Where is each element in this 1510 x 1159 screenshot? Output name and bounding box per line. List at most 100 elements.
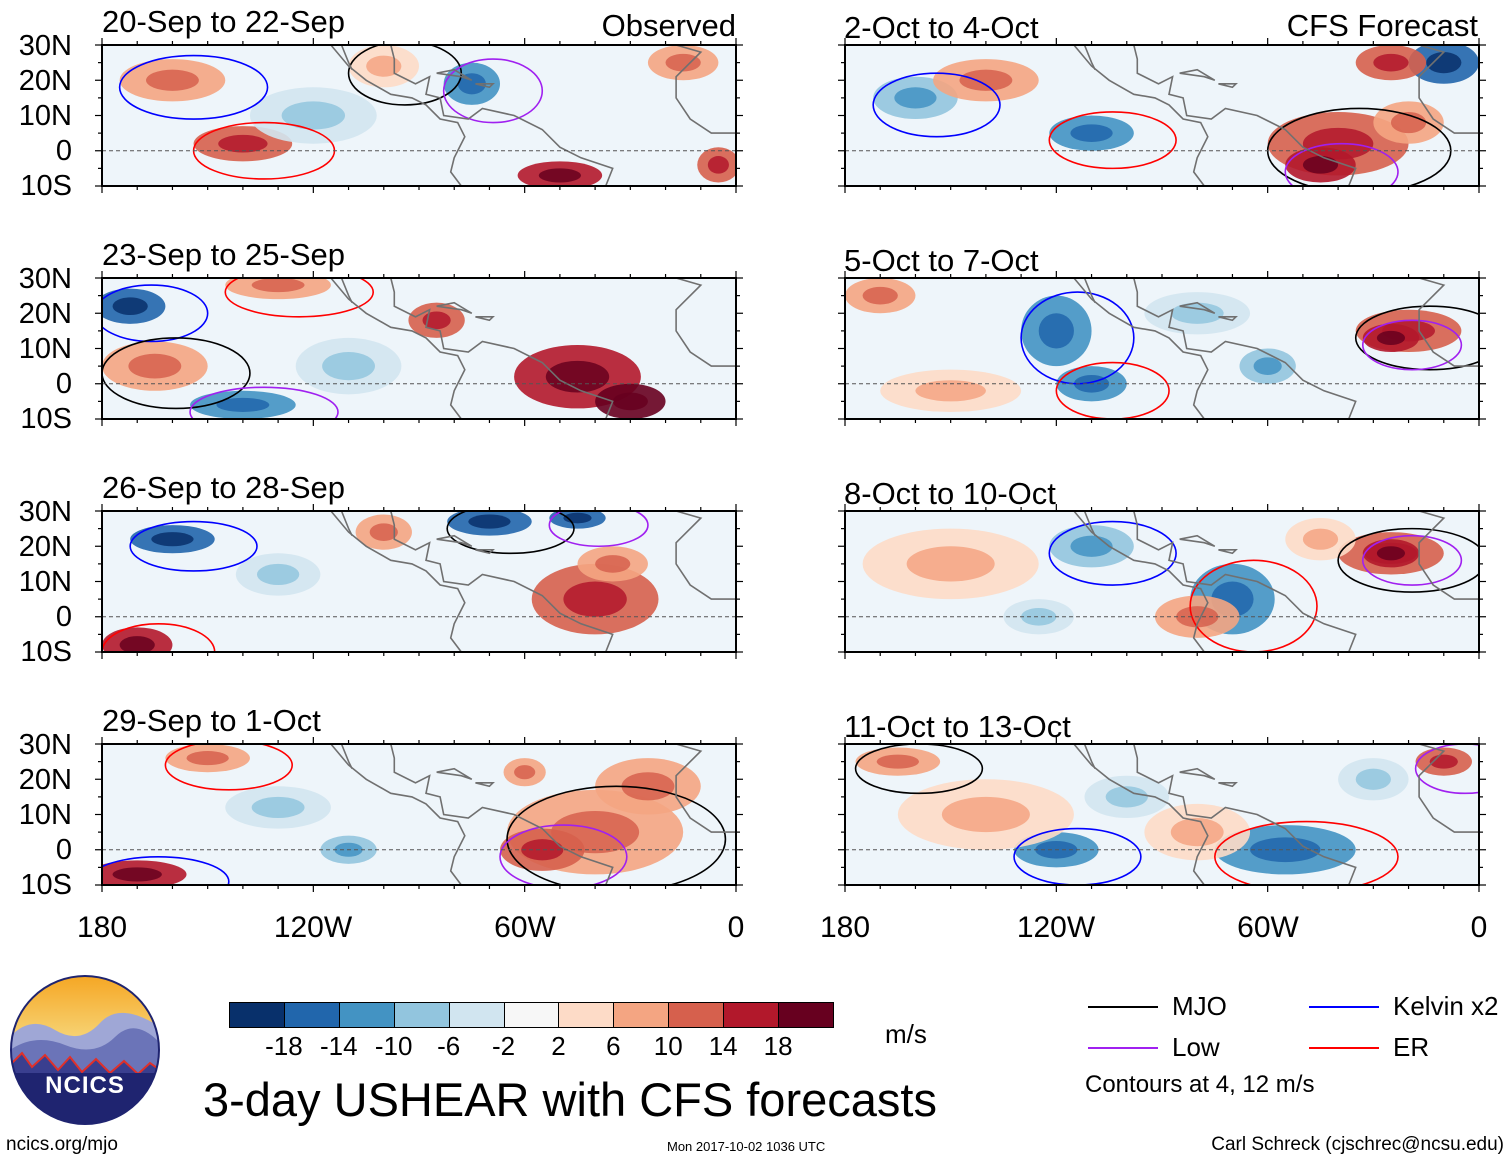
colorbar-tick-label: -18 <box>265 1031 303 1061</box>
lon-label-180-left: 180 <box>76 911 128 944</box>
coastline <box>1218 83 1238 89</box>
shear-anomaly-core <box>468 514 511 529</box>
shear-anomaly-core <box>112 867 162 882</box>
coastline <box>1083 744 1096 770</box>
panel-title-fcst-4: 11-Oct to 13-Oct <box>844 709 1071 744</box>
shear-anomaly-core <box>595 555 631 573</box>
colorbar-box <box>558 1002 615 1028</box>
footer-url: ncics.org/mjo <box>6 1134 118 1155</box>
shear-anomaly-core <box>876 754 919 769</box>
wave-contour <box>499 824 628 885</box>
coastline <box>1056 744 1209 885</box>
map-panel-obs-3 <box>95 504 743 659</box>
wave-contour <box>872 72 1001 138</box>
footer-timestamp: Mon 2017-10-02 1036 UTC <box>667 1139 826 1154</box>
colorbar-tick-label: -6 <box>437 1031 461 1061</box>
lon-label-0-right: 0 <box>1470 911 1488 944</box>
coastline <box>1218 316 1238 322</box>
shear-anomaly-core <box>621 772 675 801</box>
lat-label-eq: 0 <box>55 834 72 866</box>
coastline <box>1133 511 1357 652</box>
axis-ticks <box>838 504 1486 659</box>
shear-anomaly-core <box>563 581 627 617</box>
coastline <box>340 744 353 770</box>
coastline <box>475 83 495 89</box>
logo-text: NCICS <box>45 1072 125 1099</box>
wave-contour <box>118 54 269 120</box>
coastline <box>1179 68 1216 82</box>
colorbar-box <box>778 1002 834 1028</box>
wave-contour <box>506 785 727 885</box>
wave-contour <box>854 744 984 795</box>
legend-label-low: Low <box>1172 1032 1220 1062</box>
lat-label-20n: 20N <box>18 298 72 330</box>
map-panel-fcst-4 <box>838 737 1486 892</box>
colorbar-box <box>668 1002 725 1028</box>
shear-anomaly-core <box>1070 535 1113 557</box>
shear-anomaly-core <box>612 392 648 411</box>
map-panel-fcst-3 <box>838 504 1486 659</box>
axis-ticks <box>95 504 743 659</box>
shear-anomaly-core <box>251 278 305 293</box>
lat-label-10n: 10N <box>18 100 72 132</box>
colorbar-tick-label: 2 <box>551 1031 566 1061</box>
lat-label-20n: 20N <box>18 65 72 97</box>
coastline <box>1418 45 1479 134</box>
shear-anomaly-core <box>1253 357 1282 375</box>
legend-line-er <box>1309 1046 1379 1049</box>
shear-anomaly-core <box>862 286 898 305</box>
lat-label-10s: 10S <box>20 170 72 202</box>
coastline <box>313 511 466 652</box>
shear-anomaly-core <box>112 297 148 316</box>
wave-contour <box>1214 820 1399 885</box>
panel-title-obs-2: 23-Sep to 25-Sep <box>102 237 346 272</box>
colorbar-tick-label: -10 <box>374 1031 413 1061</box>
panel-title-obs-3: 26-Sep to 28-Sep <box>102 470 346 505</box>
shear-anomaly-core <box>1355 768 1391 790</box>
shear-anomaly-core <box>1038 313 1074 349</box>
lat-label-10n: 10N <box>18 566 72 598</box>
wave-contour <box>102 284 209 343</box>
shear-anomaly-core <box>894 87 937 109</box>
panel-title-fcst-2: 5-Oct to 7-Oct <box>844 243 1039 278</box>
shear-anomaly-core <box>665 53 701 72</box>
axis-ticks <box>95 737 743 892</box>
forecast-column-title: CFS Forecast <box>1286 8 1478 43</box>
shear-anomaly-core <box>915 380 986 402</box>
lat-label-eq: 0 <box>55 135 72 167</box>
colorbar-tick-label: 6 <box>606 1031 621 1061</box>
shear-anomaly-core <box>369 523 398 541</box>
coastline <box>1056 278 1209 419</box>
coastline <box>436 767 473 781</box>
wave-contour <box>1354 305 1479 371</box>
coastline <box>475 316 495 322</box>
panel-title-fcst-3: 8-Oct to 10-Oct <box>844 476 1056 511</box>
ncics-logo: NCICS <box>10 975 160 1125</box>
map-panel-fcst-2 <box>838 271 1486 426</box>
shear-anomaly-core <box>545 360 610 393</box>
lat-label-20n: 20N <box>18 764 72 796</box>
wave-contour <box>1337 527 1479 593</box>
colorbar-box <box>613 1002 670 1028</box>
shear-anomaly-core <box>119 636 155 652</box>
coastline <box>1133 45 1357 186</box>
lat-label-10n: 10N <box>18 799 72 831</box>
shear-anomaly-core <box>422 311 451 330</box>
colorbar-tick-label: -2 <box>491 1031 516 1061</box>
lat-label-eq: 0 <box>55 601 72 633</box>
wave-contour <box>164 744 293 791</box>
coastline <box>675 511 736 600</box>
shear-anomaly-core <box>1376 330 1406 345</box>
colorbar-tick-label: 18 <box>763 1031 793 1061</box>
wave-contour <box>1189 559 1318 652</box>
coastline <box>1218 782 1238 788</box>
legend-line-mjo <box>1088 1005 1158 1008</box>
map-panel-obs-1 <box>95 38 743 193</box>
coastline <box>1179 534 1216 548</box>
shear-anomaly-core <box>281 101 346 130</box>
shear-anomaly-core <box>366 55 402 77</box>
contour-note: Contours at 4, 12 m/s <box>1085 1071 1315 1098</box>
colorbar-box <box>723 1002 780 1028</box>
wave-contour <box>102 623 216 652</box>
shear-anomaly-core <box>218 134 268 153</box>
